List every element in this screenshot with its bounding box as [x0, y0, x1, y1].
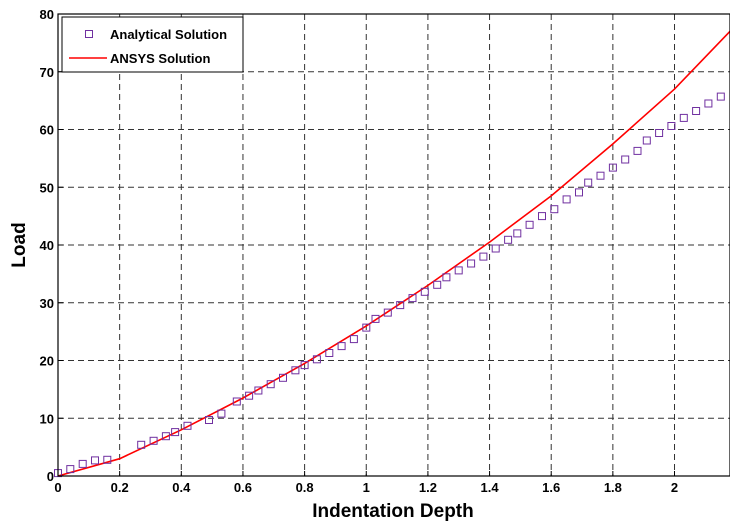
analytical-solution-point: [633, 146, 642, 155]
analytical-solution-point: [396, 301, 405, 310]
analytical-solution-point: [171, 428, 180, 437]
x-tick-label: 1.4: [481, 480, 500, 495]
analytical-solution-point: [513, 229, 522, 238]
y-tick-label: 80: [40, 7, 54, 22]
analytical-solution-point: [596, 171, 605, 180]
x-tick-label: 2: [671, 480, 678, 495]
analytical-solution-point: [217, 409, 226, 418]
analytical-solution-point: [408, 294, 417, 303]
analytical-solution-point: [205, 416, 213, 424]
analytical-solution-point: [642, 136, 651, 145]
legend-label-ansys: ANSYS Solution: [110, 51, 210, 66]
x-tick-labels: 0 0.2 0.4 0.6 0.8 1 1.2 1.4 1.6 1.8 2: [54, 480, 678, 495]
analytical-solution-point: [291, 366, 300, 375]
analytical-solution-point: [420, 287, 429, 296]
analytical-solution-point: [254, 386, 263, 395]
analytical-solution-point: [161, 432, 170, 441]
analytical-solution-point: [716, 92, 725, 101]
analytical-solution-point: [137, 440, 146, 449]
legend: Analytical Solution ANSYS Solution: [61, 16, 244, 73]
analytical-solution-point: [584, 178, 593, 187]
x-tick-label: 0.8: [296, 480, 314, 495]
y-tick-labels: 0 10 20 30 40 50 60 70 80: [40, 7, 54, 484]
analytical-solution-point: [704, 99, 713, 108]
legend-marker-analytical: [85, 30, 93, 38]
analytical-solution-point: [383, 308, 392, 317]
analytical-solution-point: [362, 323, 371, 332]
x-axis-label: Indentation Depth: [312, 501, 473, 522]
legend-label-analytical: Analytical Solution: [110, 27, 227, 42]
y-tick-label: 70: [40, 65, 54, 80]
analytical-solution-point: [550, 205, 559, 214]
analytical-solution-series: [54, 92, 725, 478]
axis-ticks: [57, 13, 676, 477]
analytical-solution-point: [504, 235, 513, 244]
x-tick-label: 1.6: [542, 480, 560, 495]
x-tick-label: 1.8: [604, 480, 622, 495]
y-tick-label: 20: [40, 354, 54, 369]
analytical-solution-point: [232, 397, 241, 406]
y-tick-label: 30: [40, 296, 54, 311]
analytical-solution-point: [491, 244, 500, 253]
analytical-solution-point: [149, 436, 158, 445]
analytical-solution-point: [621, 155, 630, 164]
analytical-solution-point: [538, 212, 546, 221]
analytical-solution-point: [279, 373, 287, 382]
analytical-solution-point: [608, 163, 617, 172]
analytical-solution-point: [562, 195, 571, 204]
analytical-solution-point: [183, 421, 192, 430]
y-tick-label: 50: [40, 180, 54, 195]
analytical-solution-point: [91, 456, 99, 465]
analytical-solution-point: [454, 266, 463, 275]
x-tick-label: 1.2: [419, 480, 437, 495]
analytical-solution-point: [349, 335, 358, 344]
legend-box: [61, 16, 244, 73]
analytical-solution-point: [479, 252, 488, 261]
analytical-solution-point: [575, 188, 583, 197]
analytical-solution-point: [655, 129, 664, 137]
y-axis-label: Load: [9, 222, 30, 267]
analytical-solution-point: [679, 113, 688, 122]
analytical-solution-point: [337, 342, 346, 351]
x-tick-label: 1: [363, 480, 370, 495]
analytical-solution-point: [266, 380, 275, 389]
analytical-solution-point: [433, 280, 442, 289]
analytical-solution-point: [300, 361, 309, 370]
analytical-solution-point: [467, 259, 476, 268]
x-tick-label: 0.2: [111, 480, 129, 495]
analytical-solution-point: [442, 273, 451, 282]
analytical-solution-point: [692, 107, 701, 115]
analytical-solution-point: [245, 391, 254, 400]
analytical-solution-point: [78, 459, 87, 468]
y-tick-label: 60: [40, 123, 54, 138]
x-tick-label: 0.6: [234, 480, 252, 495]
analytical-solution-point: [325, 349, 334, 357]
y-tick-label: 0: [47, 469, 54, 484]
analytical-solution-point: [66, 465, 75, 474]
analytical-solution-point: [667, 122, 676, 130]
analytical-solution-point: [371, 314, 380, 323]
x-tick-label: 0.4: [172, 480, 191, 495]
y-tick-label: 10: [40, 411, 54, 426]
x-tick-label: 0: [54, 480, 61, 495]
analytical-solution-point: [525, 220, 534, 229]
analytical-solution-point: [312, 355, 321, 364]
analytical-solution-point: [103, 455, 112, 464]
y-tick-label: 40: [40, 238, 54, 253]
